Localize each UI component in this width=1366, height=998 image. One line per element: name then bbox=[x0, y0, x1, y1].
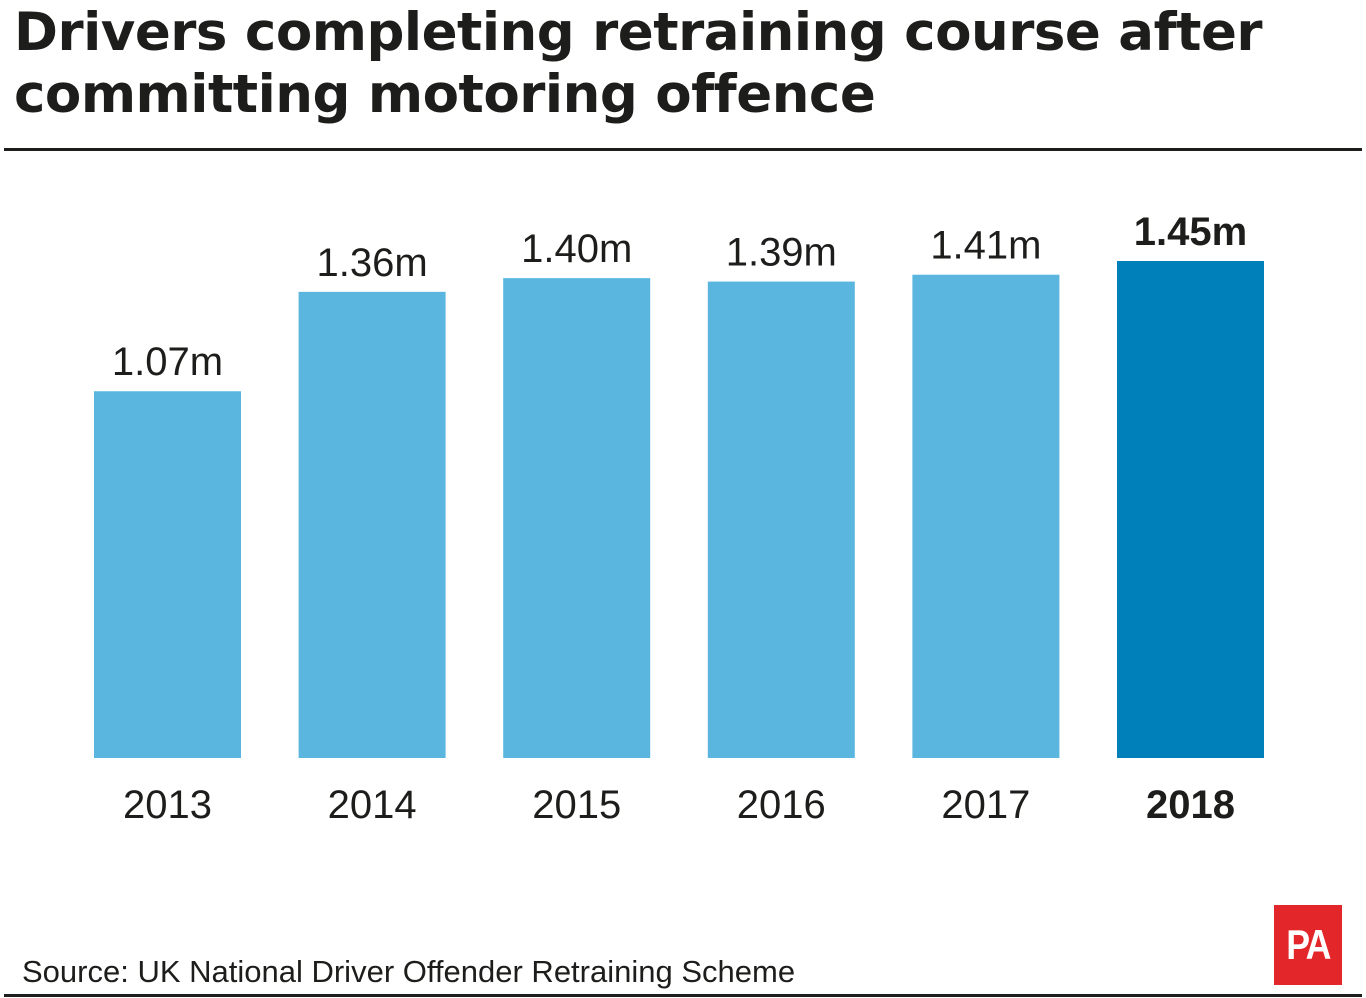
bottom-divider bbox=[4, 994, 1362, 997]
bar-2016 bbox=[707, 281, 855, 758]
x-tick-label-2014: 2014 bbox=[328, 783, 417, 827]
x-tick-label-2015: 2015 bbox=[532, 783, 621, 827]
bar-2018 bbox=[1117, 261, 1264, 758]
data-label-2015: 1.40m bbox=[521, 227, 632, 271]
data-label-2013: 1.07m bbox=[112, 340, 223, 384]
bar-2017 bbox=[912, 274, 1060, 758]
x-tick-label-2018: 2018 bbox=[1146, 783, 1235, 827]
bar-2013 bbox=[94, 391, 241, 758]
data-label-2018: 1.45m bbox=[1134, 210, 1247, 254]
bar-2014 bbox=[298, 291, 446, 758]
data-label-2014: 1.36m bbox=[317, 241, 428, 285]
chart-title: Drivers completing retraining course aft… bbox=[14, 2, 1263, 125]
bar-2015 bbox=[503, 278, 651, 758]
title-divider bbox=[4, 148, 1362, 151]
x-tick-label-2016: 2016 bbox=[737, 783, 826, 827]
x-tick-label-2013: 2013 bbox=[123, 783, 212, 827]
pa-logo: PA bbox=[1274, 905, 1342, 985]
source-note: Source: UK National Driver Offender Retr… bbox=[22, 954, 796, 989]
x-tick-label-2017: 2017 bbox=[941, 783, 1030, 827]
data-label-2016: 1.39m bbox=[726, 231, 837, 275]
data-label-2017: 1.41m bbox=[930, 224, 1041, 268]
